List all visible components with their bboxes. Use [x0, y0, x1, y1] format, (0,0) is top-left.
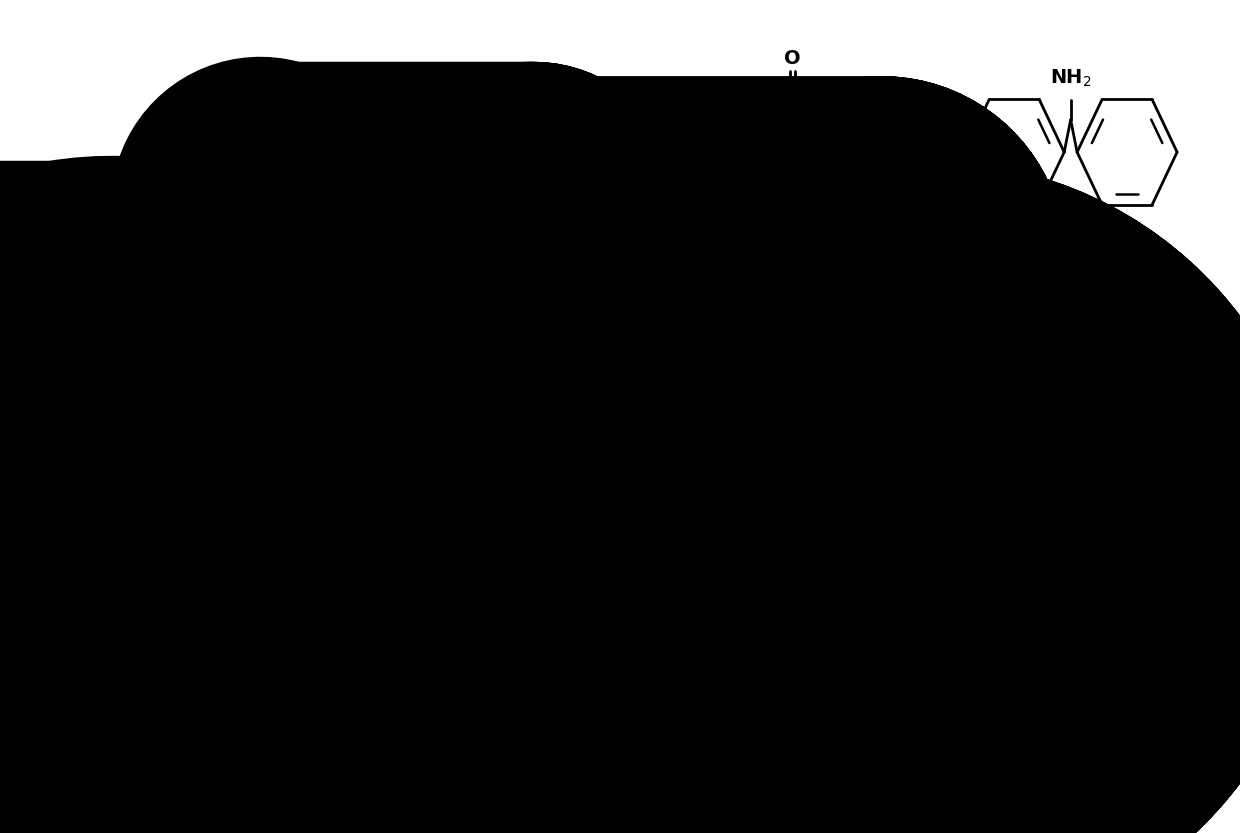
Text: OH: OH	[500, 271, 529, 289]
Text: O: O	[613, 130, 630, 149]
Text: O: O	[348, 277, 366, 296]
Text: N: N	[748, 617, 765, 637]
Text: N: N	[404, 607, 422, 627]
Text: O: O	[531, 413, 547, 432]
Text: OH: OH	[500, 121, 529, 138]
Text: O: O	[839, 105, 856, 124]
Text: O: O	[397, 77, 414, 96]
Text: H: H	[1116, 641, 1131, 660]
Text: MsCl: MsCl	[543, 179, 590, 197]
Text: OH: OH	[1138, 418, 1168, 436]
Text: O: O	[839, 306, 856, 325]
Text: O: O	[784, 49, 801, 68]
Text: A: A	[418, 368, 434, 388]
Text: O: O	[280, 413, 296, 432]
Text: O: O	[348, 110, 366, 129]
Text: O: O	[749, 132, 766, 152]
Text: O: O	[613, 281, 630, 300]
Text: O: O	[397, 312, 414, 332]
Text: N: N	[1102, 617, 1120, 637]
Text: HCl: HCl	[595, 516, 630, 534]
Text: O: O	[661, 97, 677, 116]
Text: O: O	[330, 378, 346, 397]
Text: D: D	[748, 815, 765, 833]
Text: NH$_2$: NH$_2$	[1050, 67, 1091, 89]
Text: O: O	[727, 394, 743, 413]
Text: H$_2$: H$_2$	[949, 515, 972, 535]
Text: O: O	[481, 378, 497, 397]
Text: O: O	[1081, 394, 1097, 413]
Text: O: O	[661, 316, 677, 334]
Text: C: C	[405, 805, 422, 825]
Text: OH: OH	[782, 418, 813, 436]
Text: E: E	[1104, 672, 1118, 692]
Text: S: S	[782, 112, 797, 132]
Text: O: O	[784, 366, 801, 385]
Text: B: B	[676, 391, 692, 411]
Text: O: O	[749, 277, 766, 296]
Text: S: S	[782, 297, 797, 317]
